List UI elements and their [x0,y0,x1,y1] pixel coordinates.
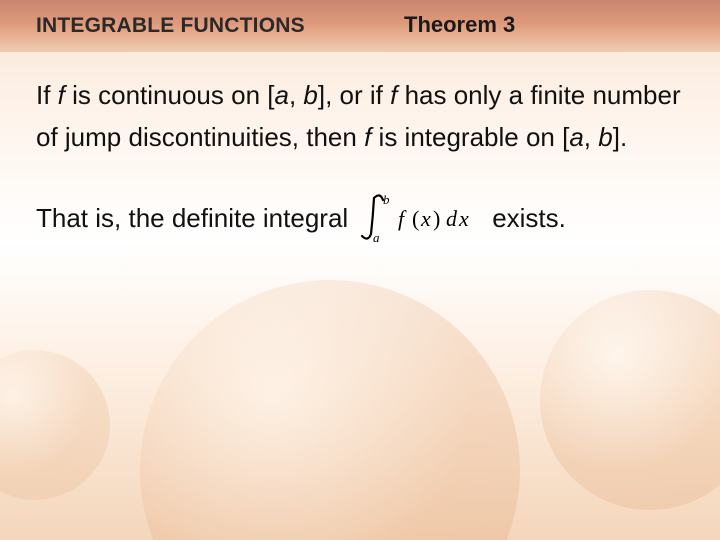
var-a: a [569,122,583,152]
theorem-statement: If f is continuous on [a, b], or if f ha… [36,74,692,158]
text: , [584,122,598,152]
var-b: b [303,80,317,110]
bg-sphere-large [140,280,520,540]
text: is integrable on [ [371,122,569,152]
text: , [289,80,303,110]
section-title: INTEGRABLE FUNCTIONS [36,14,305,38]
slide-body: If f is continuous on [a, b], or if f ha… [36,74,692,244]
int-x: x [420,206,431,231]
text-trail: exists. [492,197,566,239]
int-d: d [446,206,458,231]
theorem-label: Theorem 3 [404,12,515,38]
bg-sphere-right [540,290,720,510]
text: ], or if [318,80,390,110]
int-lower: a [373,230,380,244]
int-dx-x: x [458,206,469,231]
text-lead: That is, the definite integral [36,197,348,239]
integral-expression: b a f ( x ) d x [356,192,484,244]
text: is continuous on [ [65,80,275,110]
int-close: ) [433,206,440,231]
var-b: b [598,122,612,152]
text: If [36,80,58,110]
int-open: ( [412,206,419,231]
var-a: a [274,80,288,110]
int-upper: b [383,192,390,207]
int-f: f [398,206,407,231]
var-f: f [58,80,65,110]
definite-integral-sentence: That is, the definite integral b a f ( x… [36,192,692,244]
slide: INTEGRABLE FUNCTIONS Theorem 3 If f is c… [0,0,720,540]
text: ]. [613,122,627,152]
bg-sphere-left [0,350,110,500]
